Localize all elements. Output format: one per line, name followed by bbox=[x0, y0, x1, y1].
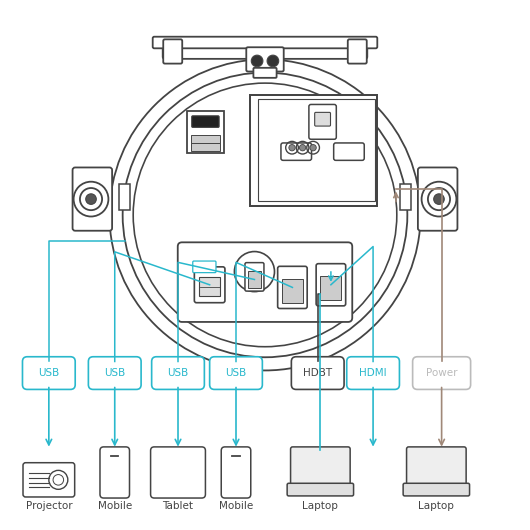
FancyBboxPatch shape bbox=[23, 463, 75, 497]
FancyBboxPatch shape bbox=[178, 242, 352, 322]
Text: USB: USB bbox=[225, 368, 246, 378]
Circle shape bbox=[251, 55, 263, 67]
FancyBboxPatch shape bbox=[315, 112, 331, 126]
FancyBboxPatch shape bbox=[191, 135, 219, 143]
Text: Laptop: Laptop bbox=[418, 501, 454, 511]
FancyBboxPatch shape bbox=[151, 447, 206, 498]
FancyBboxPatch shape bbox=[400, 184, 411, 210]
FancyBboxPatch shape bbox=[407, 447, 466, 487]
Text: Laptop: Laptop bbox=[303, 501, 338, 511]
FancyBboxPatch shape bbox=[250, 95, 377, 206]
FancyBboxPatch shape bbox=[221, 447, 251, 498]
Text: HDBT: HDBT bbox=[303, 368, 332, 378]
FancyBboxPatch shape bbox=[73, 167, 112, 231]
FancyBboxPatch shape bbox=[195, 267, 225, 303]
FancyBboxPatch shape bbox=[191, 143, 219, 151]
FancyBboxPatch shape bbox=[287, 483, 354, 496]
FancyBboxPatch shape bbox=[403, 483, 470, 496]
FancyBboxPatch shape bbox=[418, 167, 457, 231]
FancyBboxPatch shape bbox=[100, 447, 129, 498]
Text: Mobile: Mobile bbox=[219, 501, 253, 511]
Text: Projector: Projector bbox=[25, 501, 72, 511]
Text: USB: USB bbox=[38, 368, 59, 378]
Text: USB: USB bbox=[104, 368, 126, 378]
FancyBboxPatch shape bbox=[199, 277, 220, 296]
Text: Mobile: Mobile bbox=[98, 501, 132, 511]
FancyBboxPatch shape bbox=[348, 39, 367, 64]
FancyBboxPatch shape bbox=[320, 276, 341, 300]
FancyBboxPatch shape bbox=[248, 271, 261, 288]
FancyBboxPatch shape bbox=[281, 143, 312, 161]
FancyBboxPatch shape bbox=[290, 447, 350, 487]
FancyBboxPatch shape bbox=[334, 143, 364, 161]
FancyBboxPatch shape bbox=[245, 263, 264, 291]
FancyBboxPatch shape bbox=[163, 43, 367, 59]
FancyBboxPatch shape bbox=[192, 116, 219, 127]
FancyBboxPatch shape bbox=[316, 264, 346, 306]
Circle shape bbox=[310, 145, 316, 151]
FancyBboxPatch shape bbox=[282, 279, 303, 303]
FancyBboxPatch shape bbox=[187, 111, 224, 153]
Circle shape bbox=[299, 145, 306, 151]
FancyBboxPatch shape bbox=[152, 357, 205, 390]
Circle shape bbox=[289, 145, 295, 151]
Text: Power: Power bbox=[426, 368, 457, 378]
Text: Tablet: Tablet bbox=[163, 501, 193, 511]
Circle shape bbox=[434, 194, 444, 205]
FancyBboxPatch shape bbox=[89, 357, 141, 390]
FancyBboxPatch shape bbox=[153, 37, 377, 48]
FancyBboxPatch shape bbox=[163, 39, 182, 64]
FancyBboxPatch shape bbox=[253, 68, 277, 78]
Text: HDMI: HDMI bbox=[359, 368, 387, 378]
Text: USB: USB bbox=[167, 368, 189, 378]
Circle shape bbox=[86, 194, 96, 205]
Circle shape bbox=[267, 55, 279, 67]
FancyBboxPatch shape bbox=[193, 261, 216, 272]
FancyBboxPatch shape bbox=[278, 266, 307, 308]
FancyBboxPatch shape bbox=[210, 357, 262, 390]
FancyBboxPatch shape bbox=[292, 357, 344, 390]
FancyBboxPatch shape bbox=[246, 47, 284, 72]
FancyBboxPatch shape bbox=[309, 104, 337, 139]
FancyBboxPatch shape bbox=[119, 184, 130, 210]
FancyBboxPatch shape bbox=[22, 357, 75, 390]
FancyBboxPatch shape bbox=[413, 357, 471, 390]
FancyBboxPatch shape bbox=[347, 357, 400, 390]
